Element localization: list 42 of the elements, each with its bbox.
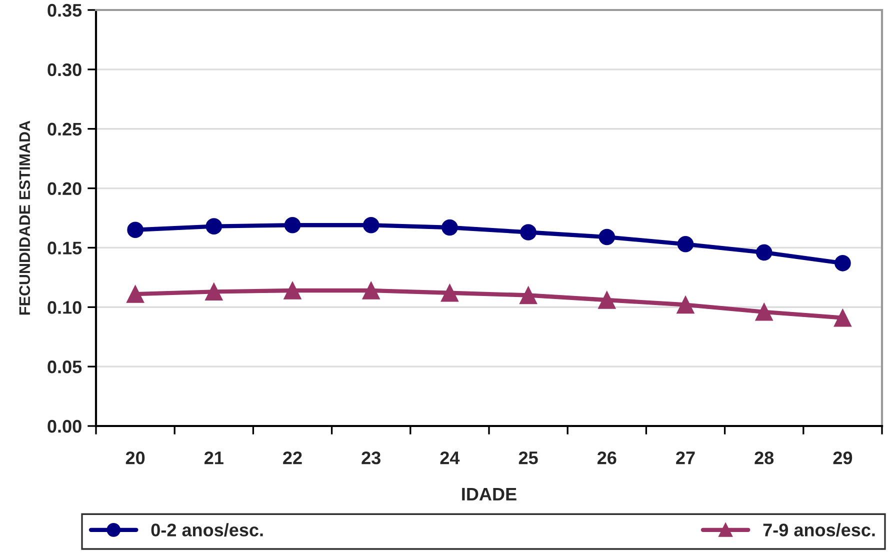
point (834, 308, 852, 327)
x-tick-label: 22 (283, 451, 302, 464)
y-tick-label: 0.05 (48, 360, 82, 374)
point (442, 219, 458, 236)
point (756, 244, 772, 261)
point (284, 282, 302, 300)
y-tick-label: 0.20 (48, 182, 82, 196)
point (834, 255, 851, 272)
y-tick-label: 0.35 (48, 4, 82, 17)
y-axis-title: FECUNDIDADE ESTIMADA (19, 120, 30, 315)
point (126, 285, 144, 303)
point (284, 216, 301, 234)
point (519, 286, 538, 304)
point (440, 284, 459, 302)
x-tick-label: 20 (126, 451, 145, 464)
point (676, 296, 694, 314)
point (362, 282, 380, 300)
y-tick-label: 0.15 (48, 242, 82, 254)
point (598, 291, 616, 309)
point (205, 282, 223, 301)
legend-label: 7-9 anos/esc. (763, 523, 875, 537)
y-tick-label: 0.00 (48, 420, 82, 433)
x-tick-label: 29 (833, 451, 852, 464)
x-tick-label: 24 (440, 451, 460, 464)
x-tick-label: 23 (362, 451, 380, 464)
point (755, 303, 773, 321)
point (520, 224, 536, 240)
x-tick-label: 27 (676, 451, 695, 464)
point (127, 222, 144, 238)
x-axis-title: IDADE (462, 488, 516, 500)
point (598, 228, 616, 246)
y-tick-label: 0.30 (48, 63, 82, 76)
x-tick-label: 28 (754, 451, 774, 464)
y-tick-label: 0.10 (48, 301, 82, 314)
point (362, 216, 380, 234)
y-tick-label: 0.25 (48, 122, 82, 136)
x-tick-label: 25 (518, 451, 538, 464)
point (206, 218, 222, 234)
x-tick-label: 26 (597, 451, 616, 464)
x-tick-label: 21 (204, 451, 224, 464)
point (677, 236, 694, 252)
legend-label: 0-2 anos/esc. (151, 523, 263, 537)
